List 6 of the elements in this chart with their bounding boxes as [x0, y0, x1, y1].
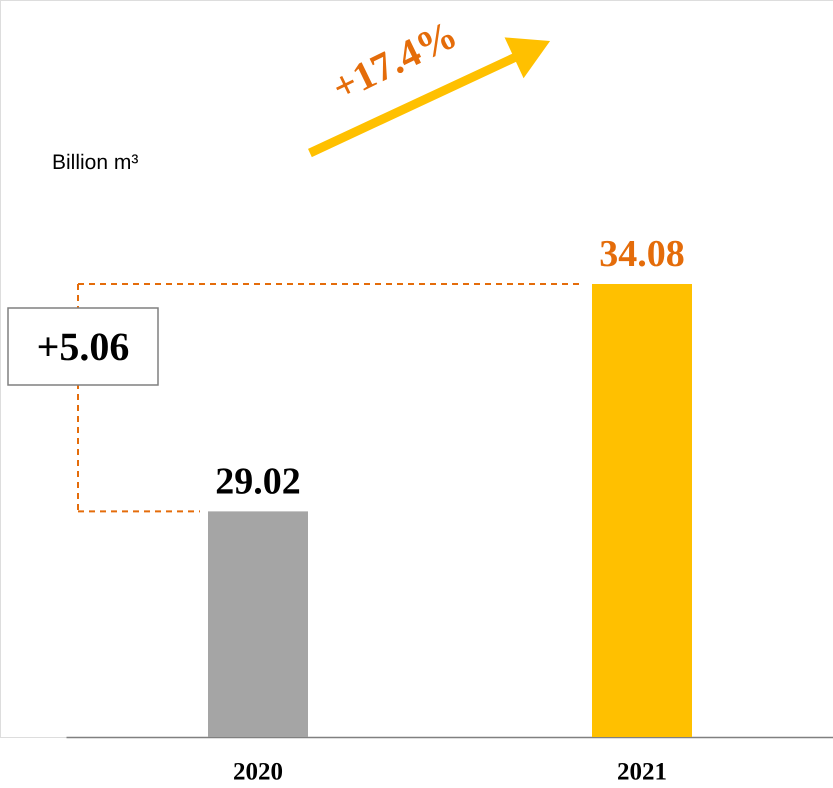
y-axis-title: Billion m³: [52, 151, 138, 174]
data-label: 29.02: [215, 460, 301, 502]
x-tick-label: 2021: [617, 758, 667, 786]
data-label: 34.08: [599, 233, 685, 276]
x-tick-label: 2020: [233, 758, 283, 786]
annotation: +5.06: [36, 324, 130, 369]
